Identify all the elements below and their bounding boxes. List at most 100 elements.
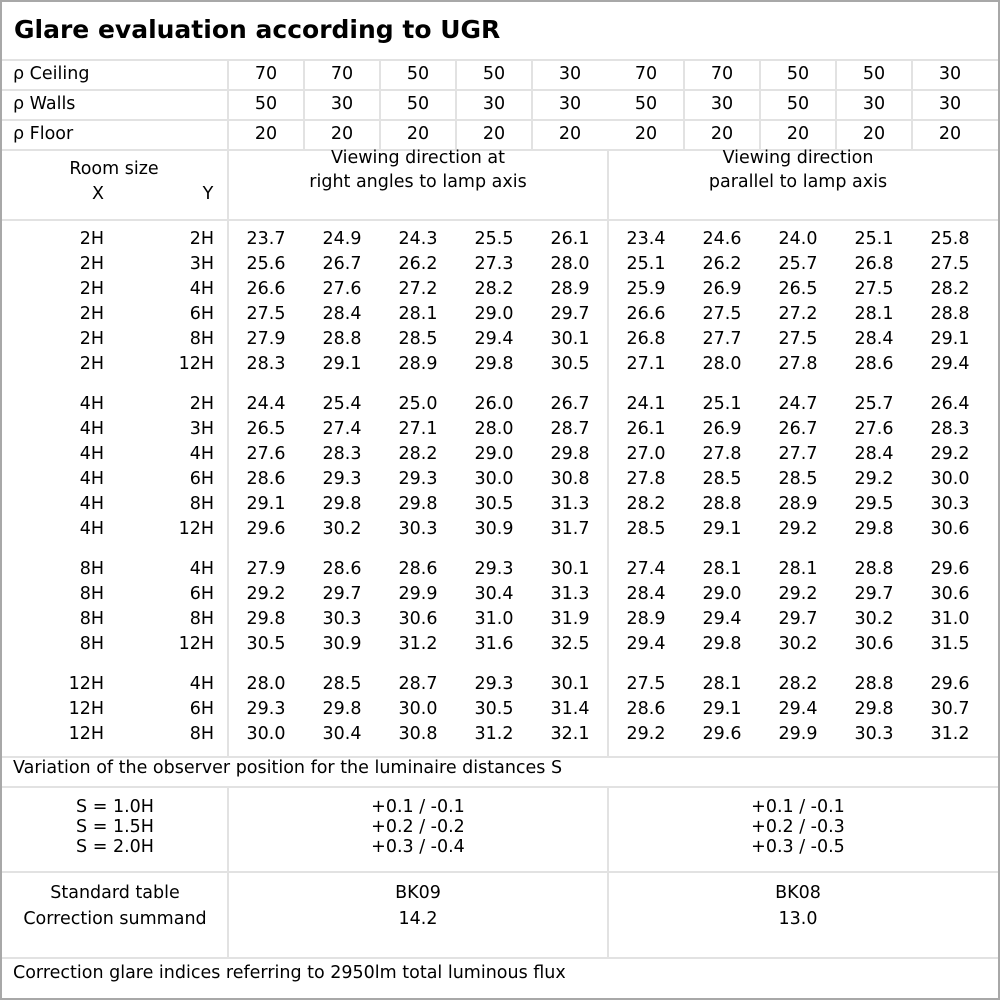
ugr-value: 29.7: [778, 609, 818, 629]
room-x: 8H: [79, 609, 104, 629]
ugr-value: 28.7: [550, 419, 590, 439]
ugr-value: 29.2: [246, 584, 286, 604]
room-y: 6H: [189, 584, 214, 604]
ugr-value: 29.4: [778, 699, 818, 719]
reflectance-value: 50: [786, 64, 810, 84]
ugr-value: 30.7: [930, 699, 970, 719]
perpendicular-correction-summand: 14.2: [398, 909, 438, 929]
ugr-value: 30.6: [854, 634, 894, 654]
variation-label: Variation of the observer position for t…: [13, 758, 563, 778]
reflectance-value: 20: [330, 124, 354, 144]
reflectance-value: 20: [406, 124, 430, 144]
divider: [2, 59, 998, 61]
divider: [227, 60, 229, 757]
ugr-value: 29.8: [398, 494, 438, 514]
ugr-value: 26.1: [626, 419, 666, 439]
ugr-value: 24.1: [626, 394, 666, 414]
parallel-standard-table: BK08: [775, 883, 821, 903]
reflectance-value: 50: [406, 94, 430, 114]
ugr-value: 28.6: [246, 469, 286, 489]
ugr-value: 28.1: [702, 559, 742, 579]
ugr-value: 25.8: [930, 229, 970, 249]
reflectance-value: 70: [254, 64, 278, 84]
ugr-value: 29.8: [550, 444, 590, 464]
ugr-value: 26.8: [854, 254, 894, 274]
divider: [2, 119, 998, 121]
room-y: 12H: [178, 354, 214, 374]
reflectance-value: 20: [634, 124, 658, 144]
reflectance-value: 30: [482, 94, 506, 114]
ugr-value: 28.4: [854, 329, 894, 349]
reflectance-value: 20: [862, 124, 886, 144]
ugr-value: 23.7: [246, 229, 286, 249]
ugr-value: 27.3: [474, 254, 514, 274]
ugr-value: 27.2: [398, 279, 438, 299]
ugr-value: 27.5: [930, 254, 970, 274]
room-y: 8H: [189, 494, 214, 514]
room-x: 4H: [79, 419, 104, 439]
ugr-value: 30.6: [398, 609, 438, 629]
ugr-value: 27.5: [854, 279, 894, 299]
ugr-value: 30.3: [854, 724, 894, 744]
ugr-value: 30.5: [474, 699, 514, 719]
ugr-value: 28.0: [246, 674, 286, 694]
ugr-value: 26.9: [702, 279, 742, 299]
room-x: 8H: [79, 584, 104, 604]
ugr-value: 32.1: [550, 724, 590, 744]
ugr-value: 29.1: [702, 519, 742, 539]
ugr-value: 26.7: [550, 394, 590, 414]
room-y: 8H: [189, 724, 214, 744]
ugr-value: 30.6: [930, 584, 970, 604]
perpendicular-variation: +0.2 / -0.2: [371, 817, 465, 837]
reflectance-value: 70: [330, 64, 354, 84]
reflectance-value: 30: [558, 94, 582, 114]
reflectance-value: 50: [482, 64, 506, 84]
ugr-value: 29.0: [474, 304, 514, 324]
ugr-value: 27.6: [854, 419, 894, 439]
ugr-value: 29.4: [930, 354, 970, 374]
ugr-value: 29.8: [854, 519, 894, 539]
ugr-value: 27.4: [322, 419, 362, 439]
room-x: 12H: [68, 674, 104, 694]
ugr-value: 28.9: [626, 609, 666, 629]
ugr-value: 29.0: [702, 584, 742, 604]
ugr-value: 30.6: [930, 519, 970, 539]
ugr-value: 26.7: [778, 419, 818, 439]
ugr-value: 27.6: [246, 444, 286, 464]
ugr-value: 29.4: [474, 329, 514, 349]
reflectance-label: ρ Ceiling: [13, 64, 90, 84]
room-y: 8H: [189, 609, 214, 629]
ugr-value: 31.2: [474, 724, 514, 744]
ugr-value: 23.4: [626, 229, 666, 249]
ugr-value: 28.8: [854, 559, 894, 579]
ugr-value: 27.1: [626, 354, 666, 374]
reflectance-value: 30: [330, 94, 354, 114]
reflectance-value: 50: [406, 64, 430, 84]
ugr-value: 29.2: [854, 469, 894, 489]
ugr-value: 31.2: [930, 724, 970, 744]
divider: [2, 786, 998, 788]
ugr-value: 30.2: [854, 609, 894, 629]
reflectance-value: 70: [634, 64, 658, 84]
room-x: 2H: [79, 329, 104, 349]
room-x: 4H: [79, 519, 104, 539]
ugr-value: 27.5: [778, 329, 818, 349]
ugr-value: 29.7: [550, 304, 590, 324]
ugr-value: 27.5: [246, 304, 286, 324]
ugr-value: 25.1: [702, 394, 742, 414]
room-y: 12H: [178, 519, 214, 539]
ugr-value: 29.1: [702, 699, 742, 719]
reflectance-value: 30: [558, 64, 582, 84]
room-x: 2H: [79, 304, 104, 324]
ugr-value: 27.5: [702, 304, 742, 324]
perpendicular-standard-table: BK09: [395, 883, 441, 903]
ugr-value: 27.1: [398, 419, 438, 439]
reflectance-value: 20: [710, 124, 734, 144]
ugr-value: 31.6: [474, 634, 514, 654]
room-x: 12H: [68, 724, 104, 744]
ugr-value: 30.5: [246, 634, 286, 654]
reflectance-value: 30: [862, 94, 886, 114]
ugr-value: 27.8: [626, 469, 666, 489]
ugr-value: 28.2: [474, 279, 514, 299]
reflectance-value: 20: [254, 124, 278, 144]
